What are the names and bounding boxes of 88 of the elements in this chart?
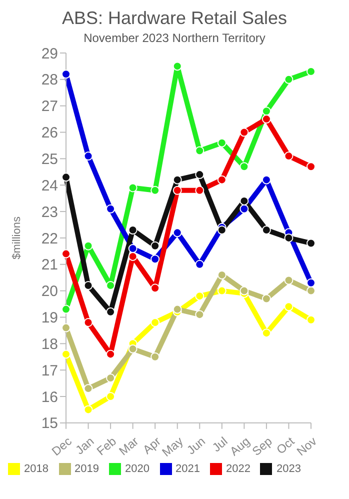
point xyxy=(262,226,271,235)
point xyxy=(195,292,204,301)
y-tick-label: 19 xyxy=(41,310,58,327)
point xyxy=(240,204,249,214)
legend-label: 2023 xyxy=(276,462,301,475)
y-tick-label: 24 xyxy=(41,177,58,194)
legend-label: 2021 xyxy=(176,462,200,475)
point xyxy=(172,175,182,184)
point xyxy=(262,328,271,338)
point xyxy=(84,405,93,414)
point xyxy=(62,70,70,79)
point xyxy=(150,186,160,195)
point xyxy=(150,241,160,250)
point xyxy=(195,310,204,320)
point xyxy=(306,162,316,172)
point xyxy=(62,249,70,258)
point xyxy=(106,373,116,382)
legend-label: 2018 xyxy=(24,462,49,475)
y-axis-title: $millions xyxy=(10,216,23,260)
y-tick-label: 21 xyxy=(41,256,58,274)
point xyxy=(84,281,93,290)
point xyxy=(306,278,316,288)
chart-subtitle: November 2023 Northern Territory xyxy=(82,31,266,45)
point xyxy=(150,318,160,328)
y-tick-label: 20 xyxy=(41,283,58,300)
legend-label: 2020 xyxy=(125,462,150,475)
point xyxy=(84,152,93,161)
y-tick-label: 25 xyxy=(41,151,58,168)
point xyxy=(128,226,138,235)
point xyxy=(106,307,116,316)
point xyxy=(240,162,249,172)
point xyxy=(306,315,316,324)
y-tick-label: 23 xyxy=(41,204,58,221)
point xyxy=(106,392,116,401)
x-tick-label: Jun xyxy=(184,434,208,458)
y-tick-label: 15 xyxy=(41,415,58,432)
y-tick-label: 27 xyxy=(41,98,58,116)
x-tick-label: Jan xyxy=(72,434,97,458)
legend-label: 2022 xyxy=(226,462,250,475)
point xyxy=(172,62,182,71)
chart-title: ABS: Hardware Retail Sales xyxy=(60,8,288,29)
point xyxy=(217,286,226,296)
y-tick-label: 28 xyxy=(41,72,58,89)
point xyxy=(195,170,204,180)
point xyxy=(106,350,116,359)
point xyxy=(262,114,271,124)
y-tick-label: 18 xyxy=(41,336,58,353)
point xyxy=(195,186,204,195)
point xyxy=(195,146,204,156)
point xyxy=(195,260,204,269)
point xyxy=(217,138,226,148)
point xyxy=(62,350,70,359)
point xyxy=(84,318,93,328)
point xyxy=(284,302,294,312)
point xyxy=(172,186,182,195)
point xyxy=(172,304,182,314)
point xyxy=(284,276,294,285)
point xyxy=(284,152,294,161)
point xyxy=(62,172,70,182)
y-tick-label: 29 xyxy=(41,45,58,62)
point xyxy=(240,128,249,137)
point xyxy=(128,183,138,192)
point xyxy=(284,74,294,84)
point xyxy=(217,226,226,235)
point xyxy=(150,352,160,362)
point xyxy=(262,294,271,304)
point xyxy=(306,286,316,296)
y-tick-label: 26 xyxy=(41,124,58,142)
point xyxy=(62,304,70,314)
x-tick-label: Dec xyxy=(49,434,74,459)
point xyxy=(150,284,160,293)
point xyxy=(84,241,93,250)
point xyxy=(172,228,182,238)
point xyxy=(217,175,226,184)
y-tick-label: 16 xyxy=(41,388,58,406)
point xyxy=(240,286,249,296)
point xyxy=(128,344,138,354)
point xyxy=(284,233,294,242)
legend-label: 2019 xyxy=(74,462,100,475)
y-tick-label: 17 xyxy=(41,362,58,380)
point xyxy=(150,254,160,264)
point xyxy=(262,106,271,116)
point xyxy=(262,175,271,184)
point xyxy=(306,238,316,248)
point xyxy=(128,244,138,254)
point xyxy=(62,323,70,332)
point xyxy=(106,204,116,214)
y-tick-label: 22 xyxy=(41,230,58,248)
